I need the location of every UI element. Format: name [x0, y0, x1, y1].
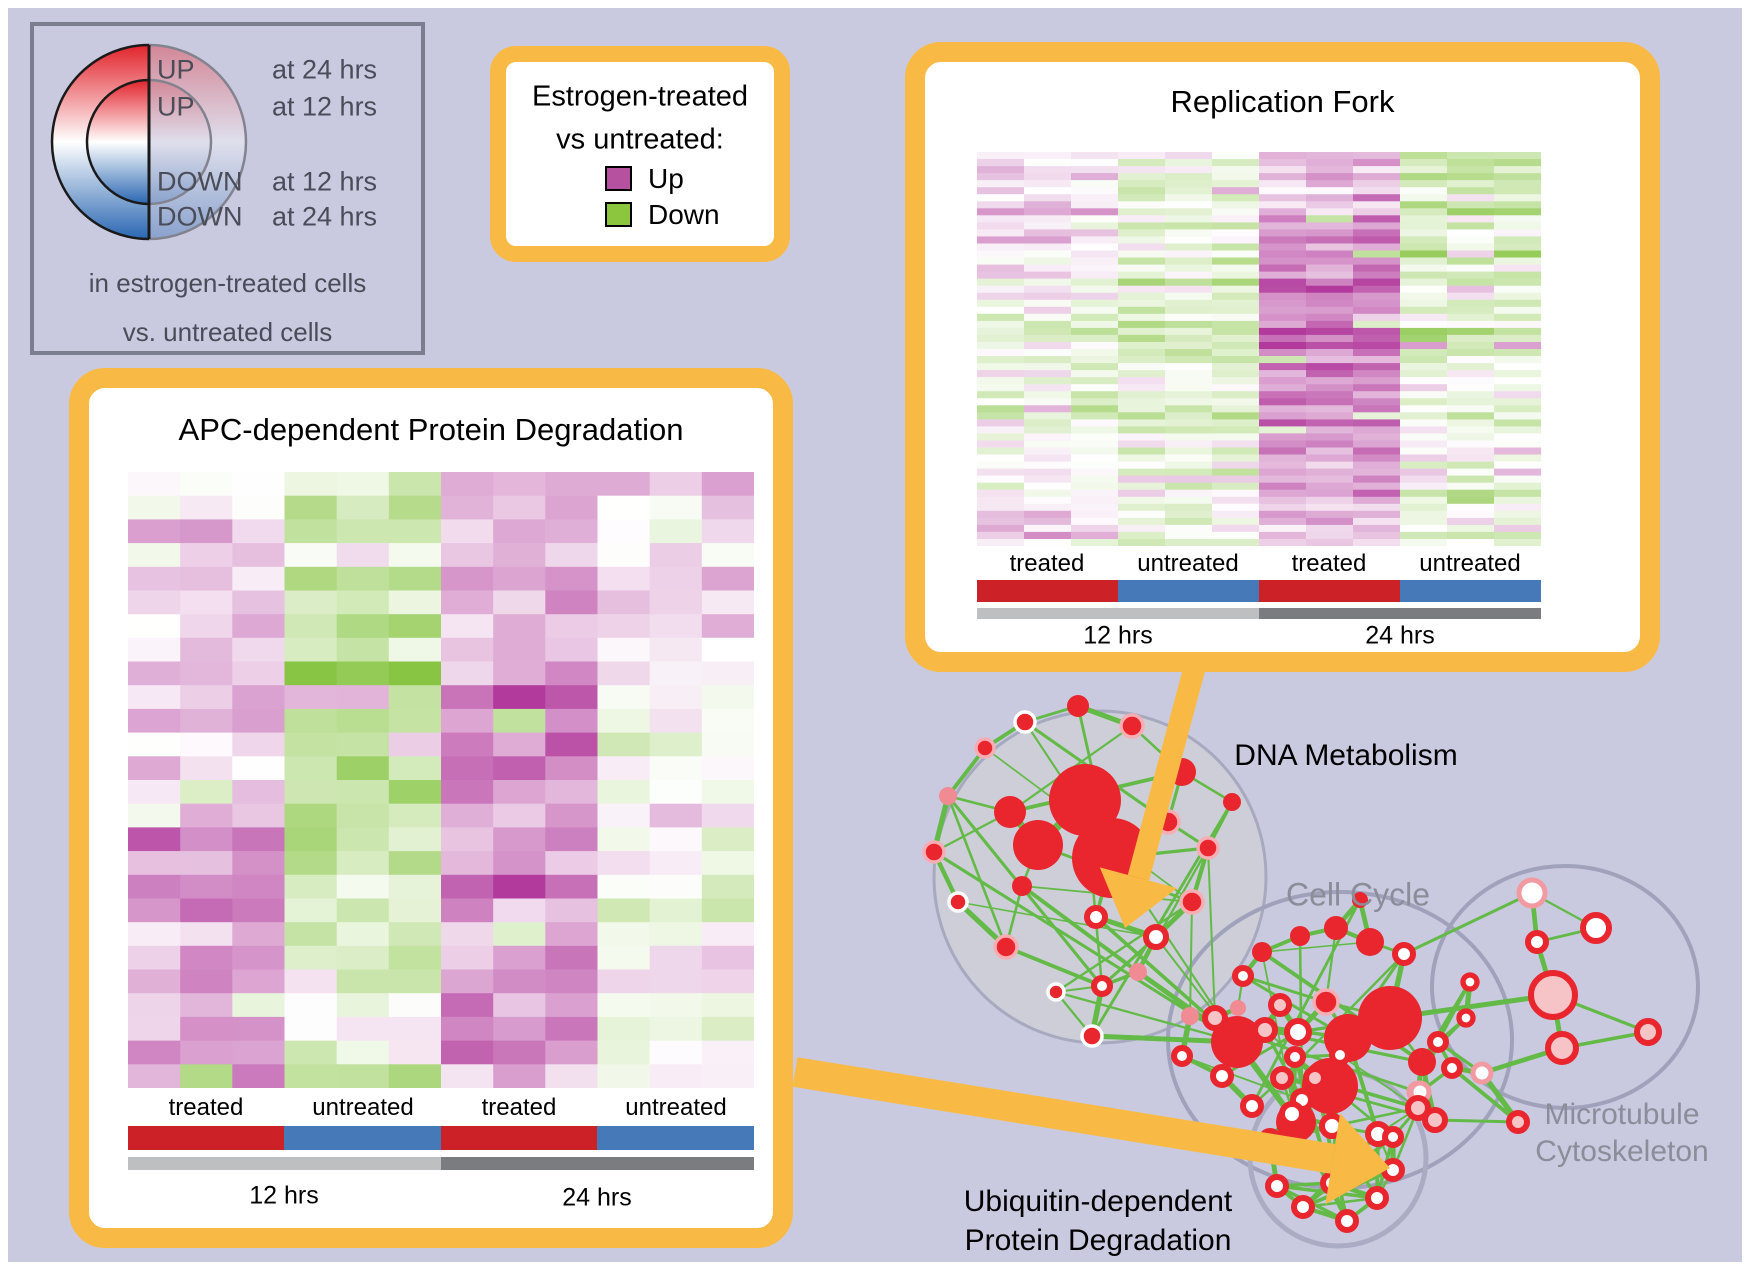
rf-24hrs-bar [1259, 608, 1541, 619]
apc-title: APC-dependent Protein Degradation [178, 412, 684, 447]
ring-gradient-legend-icon [50, 38, 284, 248]
rf-12hrs-bar [977, 608, 1259, 619]
ring-legend-dir-0: UP [157, 54, 195, 85]
microtubule-label-line1: Microtubule [1544, 1098, 1700, 1131]
color-legend-title-1: Estrogen-treated [531, 80, 749, 113]
ring-legend-dir-2: DOWN [157, 166, 243, 197]
apc-treated-bar-12 [128, 1126, 284, 1150]
apc-24hrs-label: 24 hrs [562, 1183, 632, 1212]
ubiquitin-label-line1: Ubiquitin-dependent [963, 1185, 1233, 1218]
apc-12hrs-bar [128, 1157, 441, 1170]
apc-treated-bar-24 [441, 1126, 597, 1150]
rf-treated-bar-12 [977, 580, 1118, 602]
apc-group-label-2: treated [481, 1094, 557, 1121]
cell-cycle-label: Cell Cycle [1285, 876, 1431, 913]
ring-legend-dir-3: DOWN [157, 201, 243, 232]
rf-group-label-3: untreated [1419, 550, 1521, 577]
replication-fork-panel: Replication Fork treated untreated treat… [905, 42, 1660, 672]
color-legend-up-label: Up [648, 163, 684, 194]
apc-24hrs-bar [441, 1157, 754, 1170]
apc-panel: APC-dependent Protein Degradation treate… [69, 368, 793, 1248]
apc-untreated-bar-24 [597, 1126, 754, 1150]
rf-untreated-bar-24 [1400, 580, 1541, 602]
ring-legend-dir-1: UP [157, 91, 195, 122]
apc-12hrs-label: 12 hrs [249, 1181, 319, 1210]
ring-legend-time-2: at 12 hrs [272, 166, 378, 197]
apc-group-label-3: untreated [625, 1094, 727, 1121]
rf-24hrs-label: 24 hrs [1365, 621, 1435, 650]
rf-group-label-1: untreated [1137, 550, 1239, 577]
ring-legend-footer-2: vs. untreated cells [122, 317, 333, 347]
ring-legend-time-1: at 12 hrs [272, 91, 378, 122]
replication-fork-heatmap [977, 152, 1541, 546]
color-legend-down-label: Down [648, 199, 720, 230]
color-legend-title-2: vs untreated: [556, 123, 724, 156]
rf-treated-bar-24 [1259, 580, 1400, 602]
rf-12hrs-label: 12 hrs [1083, 621, 1153, 650]
color-legend-box: Estrogen-treated vs untreated: Up Down [490, 46, 790, 262]
rf-group-label-0: treated [1009, 550, 1085, 577]
ring-legend-time-3: at 24 hrs [272, 201, 378, 232]
ring-legend-time-0: at 24 hrs [272, 54, 378, 85]
replication-fork-title: Replication Fork [1170, 84, 1395, 119]
ring-legend-box: UP at 24 hrs UP at 12 hrs DOWN at 12 hrs… [30, 22, 425, 355]
rf-untreated-bar-12 [1118, 580, 1259, 602]
microtubule-label-line2: Cytoskeleton [1535, 1135, 1709, 1168]
ring-legend-footer-1: in estrogen-treated cells [88, 268, 367, 298]
down-swatch-icon [605, 202, 632, 227]
apc-group-label-1: untreated [312, 1094, 414, 1121]
dna-metabolism-label: DNA Metabolism [1234, 739, 1458, 772]
apc-group-label-0: treated [168, 1094, 244, 1121]
up-swatch-icon [605, 166, 632, 191]
rf-group-label-2: treated [1291, 550, 1367, 577]
apc-untreated-bar-12 [284, 1126, 441, 1150]
apc-heatmap [128, 472, 754, 1088]
ubiquitin-label-line2: Protein Degradation [964, 1224, 1232, 1257]
